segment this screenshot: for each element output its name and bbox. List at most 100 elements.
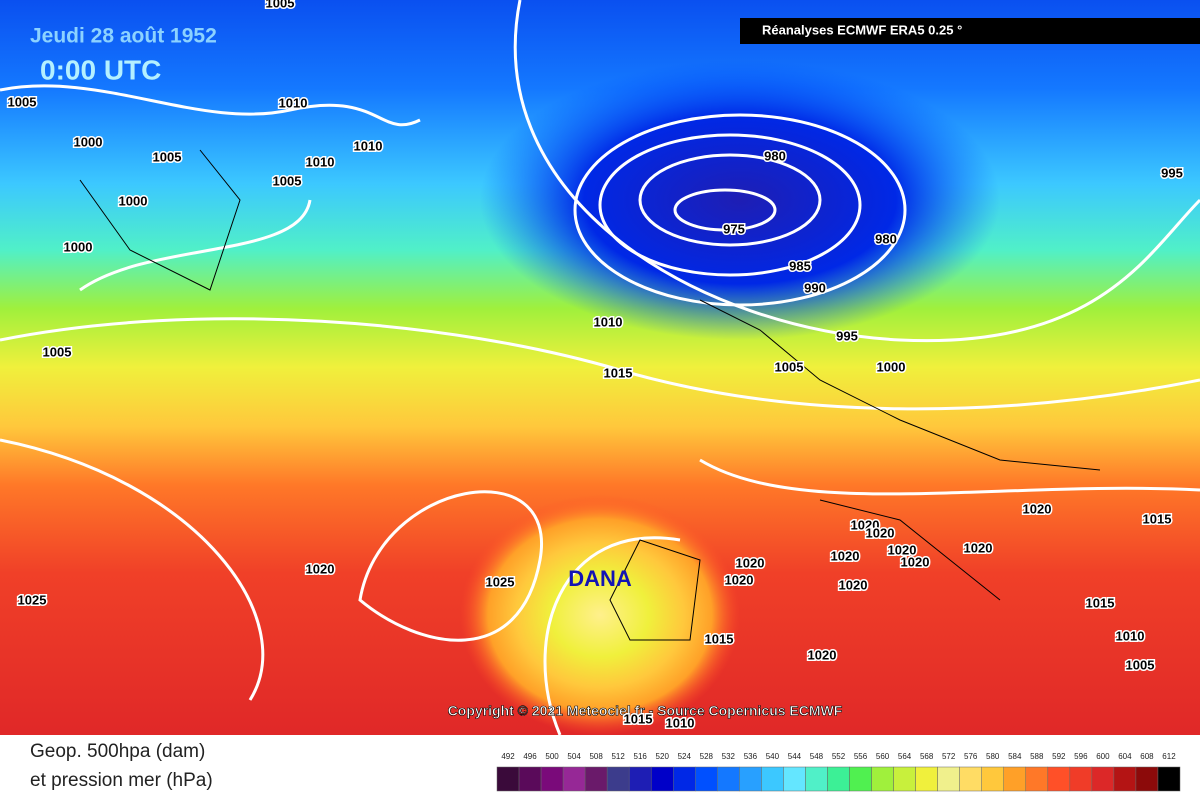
isobar-label: 1005 (266, 0, 295, 10)
legend-swatch (518, 766, 542, 792)
legend-swatch (783, 766, 806, 792)
legend-swatch (628, 766, 652, 792)
legend-value: 600 (1096, 752, 1110, 761)
legend-swatch (1069, 766, 1093, 792)
isobar-label: 1015 (705, 631, 734, 646)
legend-title: Geop. 500hpa (dam) (30, 741, 205, 762)
isobar-label: 1020 (306, 561, 335, 576)
legend-value: 612 (1162, 752, 1176, 761)
legend-value: 584 (1008, 752, 1022, 761)
legend-swatch (915, 766, 938, 792)
isobar-label: 1020 (808, 647, 837, 662)
isobar-label: 1005 (273, 173, 302, 188)
isobar-label: 980 (764, 148, 786, 163)
isobar-label: 1005 (153, 149, 182, 164)
legend-swatch (959, 766, 982, 792)
legend-swatch (827, 766, 850, 792)
isobar-label: 1020 (725, 572, 754, 587)
copyright: Copyright © 2021 Meteociel.fr - Source C… (448, 703, 843, 719)
legend-value: 508 (589, 752, 603, 761)
isobar-label: 985 (789, 258, 811, 273)
legend-value: 572 (942, 752, 956, 761)
legend-swatch (739, 766, 762, 792)
legend-swatch (761, 766, 784, 792)
isobar-label: 1020 (964, 540, 993, 555)
legend-value: 596 (1074, 752, 1088, 761)
isobar-label: 1025 (486, 574, 515, 589)
date: Jeudi 28 août 1952 (30, 25, 217, 48)
legend-value: 544 (788, 752, 802, 761)
legend-swatch (562, 766, 586, 792)
legend-swatch (673, 766, 696, 792)
legend-swatch (496, 766, 520, 792)
legend-swatch (805, 766, 828, 792)
isobar-label: 995 (1161, 165, 1183, 180)
isobar-label: 1005 (8, 94, 37, 109)
isobar-label: 1000 (119, 193, 148, 208)
legend-value: 564 (898, 752, 912, 761)
legend-swatch (871, 766, 894, 792)
legend-value: 516 (634, 752, 648, 761)
legend-swatch (650, 766, 674, 792)
isobar-label: 1005 (43, 344, 72, 359)
legend-value: 496 (523, 752, 537, 761)
isobar-label: 1000 (877, 359, 906, 374)
isobar-label: 1020 (839, 577, 868, 592)
isobar-label: 995 (836, 328, 858, 343)
legend-value: 528 (700, 752, 714, 761)
isobar-label: 1000 (74, 134, 103, 149)
isobar-label: 1010 (306, 154, 335, 169)
legend-value: 524 (678, 752, 692, 761)
isobar-label: 975 (723, 221, 745, 236)
legend-value: 552 (832, 752, 846, 761)
feature-label: DANA (568, 566, 632, 591)
isobar-label: 1000 (64, 239, 93, 254)
legend-swatch (893, 766, 916, 792)
legend-swatch (981, 766, 1004, 792)
legend-swatch (606, 766, 630, 792)
isobar-label: 1010 (594, 314, 623, 329)
legend-value: 536 (744, 752, 758, 761)
isobar-label: 1020 (736, 555, 765, 570)
legend-value: 560 (876, 752, 890, 761)
legend-value: 548 (810, 752, 824, 761)
legend-swatch (1003, 766, 1027, 792)
isobar-label: 1010 (354, 138, 383, 153)
isobar-label: 1005 (1126, 657, 1155, 672)
legend-value: 504 (567, 752, 581, 761)
isobar-label: 1020 (888, 542, 917, 557)
legend-swatch (1047, 766, 1071, 792)
isobar-label: 1025 (18, 592, 47, 607)
legend-swatch (849, 766, 872, 792)
isobar-label: 1020 (901, 554, 930, 569)
legend-value: 592 (1052, 752, 1066, 761)
legend-value: 580 (986, 752, 1000, 761)
legend-swatch (1113, 766, 1137, 792)
isobar-label: 1020 (1023, 501, 1052, 516)
map-area: Réanalyses ECMWF ERA5 0.25 ° Jeudi 28 ao… (0, 0, 1200, 736)
legend-value: 576 (964, 752, 978, 761)
isobar-label: 1010 (279, 95, 308, 110)
legend-swatch (1157, 766, 1181, 792)
legend-value: 588 (1030, 752, 1044, 761)
isobar-label: 1015 (624, 711, 653, 726)
isobar-label: 1020 (866, 525, 895, 540)
isobar-label: 1020 (851, 517, 880, 532)
legend-swatch (717, 766, 740, 792)
isobar-label: 1010 (1116, 628, 1145, 643)
legend-swatch (695, 766, 718, 792)
legend-value: 540 (766, 752, 780, 761)
legend-swatch (1025, 766, 1049, 792)
legend-value: 604 (1118, 752, 1132, 761)
legend-value: 568 (920, 752, 934, 761)
legend-value: 500 (545, 752, 559, 761)
isobar-label: 1015 (1086, 595, 1115, 610)
legend-title: et pression mer (hPa) (30, 770, 213, 791)
legend-value: 492 (501, 752, 515, 761)
isobar-label: 1005 (775, 359, 804, 374)
isobar-label: 1020 (831, 548, 860, 563)
legend-value: 532 (722, 752, 736, 761)
legend-swatch (1091, 766, 1115, 792)
legend-swatch (1135, 766, 1159, 792)
